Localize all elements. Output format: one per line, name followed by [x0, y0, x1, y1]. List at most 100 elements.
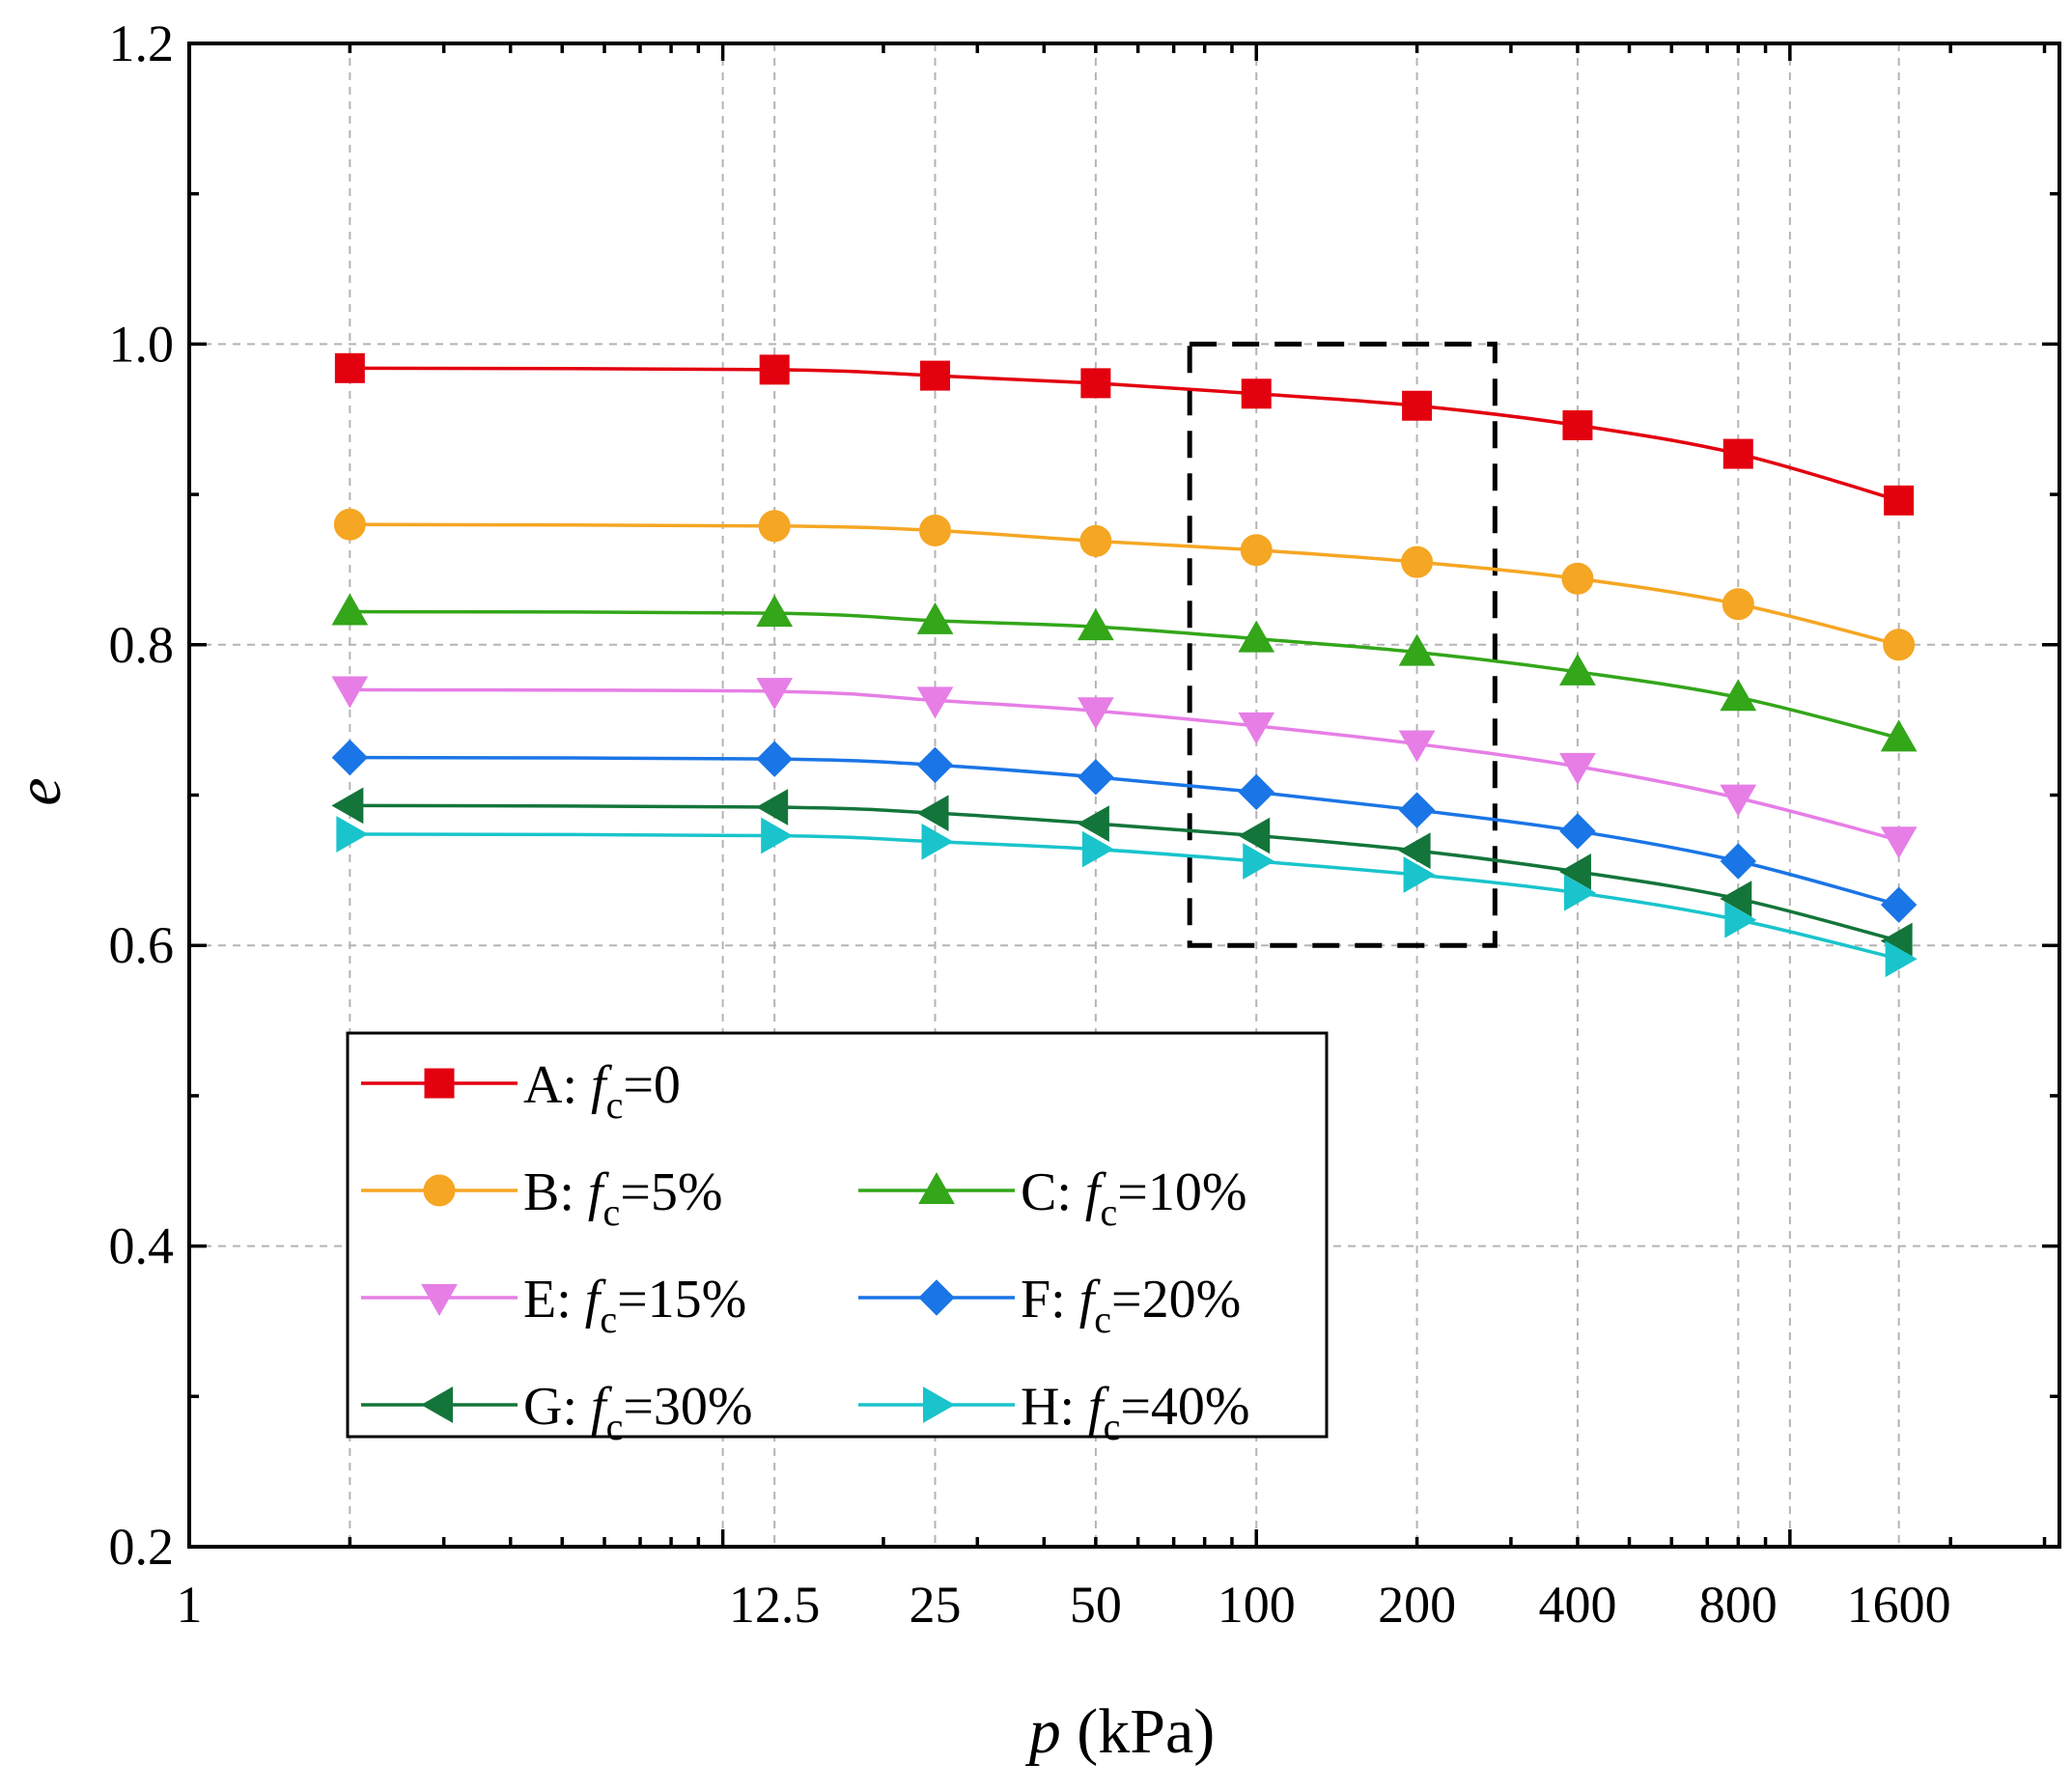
- x-tick-label-1: 1: [177, 1576, 203, 1634]
- legend-marker-b: [423, 1174, 456, 1207]
- series-a-point-800: [1722, 438, 1753, 469]
- highlight-box-annotation: [1187, 341, 1498, 948]
- x-axis-title: p (kPa): [1025, 1696, 1215, 1767]
- series-c-point-2: [331, 593, 369, 626]
- x-tick-label-25: 25: [910, 1576, 962, 1634]
- series-f-point-25: [916, 746, 954, 784]
- series-h-line: [350, 832, 1900, 961]
- series-f-point-1600: [1880, 886, 1918, 923]
- series-c-point-12-5: [756, 595, 794, 628]
- x-axis-title-var: p: [1025, 1696, 1061, 1767]
- series-f-point-100: [1238, 773, 1274, 811]
- legend-label-subscript: c: [600, 1298, 617, 1341]
- series-e: [331, 676, 1918, 859]
- series-a-point-25: [920, 360, 951, 391]
- series-a-point-100: [1241, 378, 1272, 409]
- legend-label-prefix: H:: [1021, 1377, 1088, 1437]
- series-g-point-200: [1398, 832, 1431, 869]
- series-g-line: [350, 803, 1900, 943]
- legend-label-prefix: E:: [523, 1270, 585, 1329]
- series-c-point-1600: [1880, 719, 1918, 752]
- legend-label-prefix: G:: [523, 1377, 591, 1437]
- series-f: [331, 739, 1918, 923]
- legend-marker-c: [918, 1171, 955, 1204]
- series-e-point-1600: [1880, 826, 1918, 859]
- x-tick-label-1600: 1600: [1847, 1576, 1951, 1634]
- series-h-point-1600: [1885, 940, 1918, 978]
- x-tick-label-100: 100: [1218, 1576, 1296, 1634]
- series-g-point-25: [916, 795, 949, 832]
- series-b-point-25: [919, 514, 952, 546]
- series-h: [336, 816, 1918, 978]
- series-c-point-400: [1559, 653, 1596, 686]
- legend-label-prefix: C:: [1021, 1162, 1085, 1222]
- series-c-point-100: [1238, 620, 1275, 653]
- legend-label-subscript: c: [606, 1405, 624, 1448]
- series-e-point-200: [1398, 730, 1436, 763]
- series-e-point-50: [1078, 697, 1114, 730]
- series-a-point-1600: [1884, 485, 1915, 516]
- series-g-point-400: [1558, 854, 1591, 890]
- series-layer: [331, 352, 1918, 978]
- series-b-point-2: [333, 508, 366, 541]
- series-a: [334, 352, 1915, 516]
- series-f-point-400: [1559, 813, 1596, 850]
- x-tick-label-200: 200: [1378, 1576, 1456, 1634]
- series-b-point-800: [1722, 588, 1754, 621]
- legend-marker-g: [420, 1386, 453, 1423]
- series-g-point-2: [331, 787, 364, 825]
- series-f-line: [350, 755, 1900, 907]
- legend-label-h: H: fc=40%: [1021, 1377, 1250, 1448]
- series-f-point-12-5: [756, 741, 793, 777]
- legend-label-value: =30%: [623, 1377, 752, 1437]
- series-h-point-12-5: [761, 817, 794, 854]
- series-h-point-25: [921, 823, 954, 860]
- y-tick-label-1-2: 1.2: [109, 14, 175, 72]
- series-c-line: [350, 609, 1900, 741]
- legend-marker-h: [923, 1386, 956, 1423]
- series-e-point-800: [1720, 784, 1757, 817]
- y-tick-label-0-8: 0.8: [109, 616, 175, 674]
- legend-label-prefix: F:: [1021, 1270, 1079, 1329]
- series-b-point-200: [1401, 546, 1434, 578]
- legend-label-value: =5%: [620, 1162, 722, 1222]
- legend: A: fc=0B: fc=5% C: fc=10%E: fc=15% F: fc=2…: [346, 1031, 1329, 1448]
- series-g-point-12-5: [756, 789, 789, 826]
- series-b-point-400: [1561, 562, 1594, 595]
- series-a-point-400: [1562, 409, 1593, 440]
- legend-label-subscript: c: [1104, 1405, 1121, 1448]
- series-e-point-2: [331, 676, 369, 709]
- series-g-point-800: [1720, 881, 1752, 917]
- legend-label-subscript: c: [606, 1083, 624, 1127]
- series-a-point-50: [1080, 368, 1111, 399]
- series-b-point-100: [1240, 534, 1273, 567]
- annotation-layer: [1187, 341, 1498, 948]
- series-g-point-50: [1077, 805, 1109, 842]
- legend-label-subscript: c: [1094, 1298, 1111, 1341]
- series-a-point-200: [1402, 390, 1433, 421]
- legend-label-b: B: fc=5%: [523, 1162, 722, 1234]
- legend-entry-b: B: fc=5%: [361, 1162, 722, 1234]
- legend-entry-h: H: fc=40%: [858, 1377, 1250, 1448]
- series-b-line: [350, 522, 1900, 647]
- legend-label-subscript: c: [602, 1190, 620, 1234]
- y-tick-label-1-0: 1.0: [109, 315, 175, 373]
- legend-label-value: =10%: [1117, 1162, 1246, 1222]
- y-axis-title: e: [4, 777, 74, 805]
- series-b-point-50: [1079, 524, 1112, 557]
- series-h-point-200: [1403, 856, 1436, 893]
- series-b-point-12-5: [758, 510, 791, 543]
- x-tick-label-12-5: 12.5: [729, 1576, 821, 1634]
- series-c: [331, 593, 1918, 752]
- series-h-point-2: [336, 816, 369, 853]
- series-f-point-200: [1398, 792, 1436, 828]
- y-tick-label-0-6: 0.6: [109, 916, 175, 974]
- series-e-line: [350, 687, 1900, 842]
- series-f-point-50: [1078, 759, 1114, 796]
- series-c-point-25: [916, 602, 954, 634]
- legend-marker-e: [421, 1284, 458, 1317]
- legend-entry-c: C: fc=10%: [858, 1162, 1246, 1234]
- series-c-point-50: [1078, 608, 1114, 641]
- x-tick-label-800: 800: [1699, 1576, 1778, 1634]
- legend-entry-e: E: fc=15%: [361, 1270, 746, 1341]
